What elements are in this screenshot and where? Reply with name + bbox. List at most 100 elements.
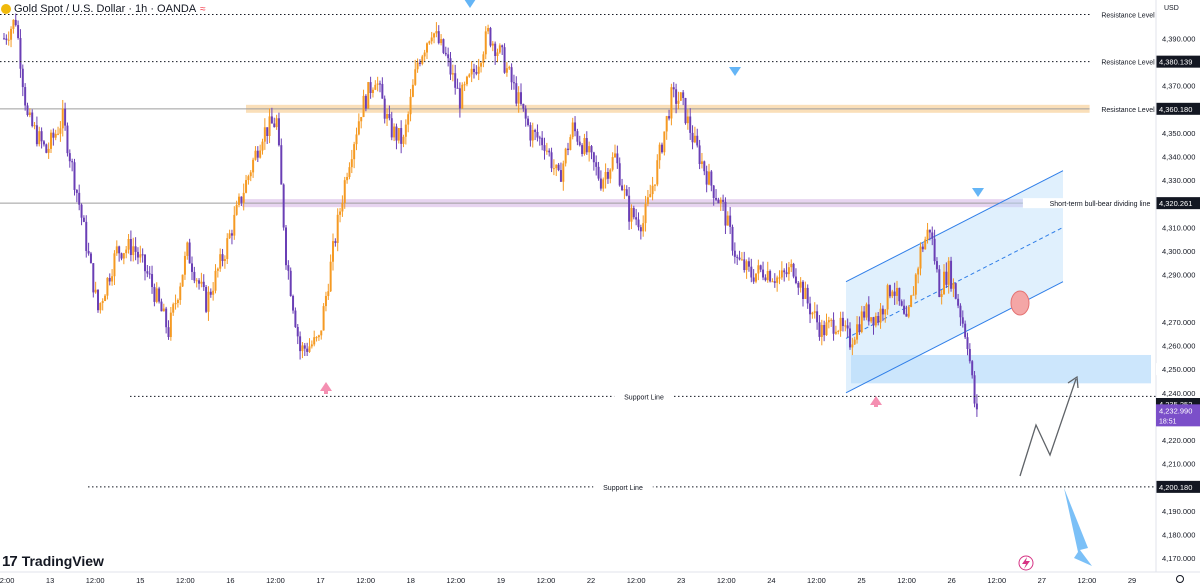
candle xyxy=(332,233,334,271)
candle xyxy=(280,138,283,185)
gold-coin-icon xyxy=(1,4,11,14)
candle-body xyxy=(202,281,205,288)
time-tick-label: 12:00 xyxy=(1078,576,1097,585)
candle-body xyxy=(329,261,332,292)
candle xyxy=(407,111,410,133)
candle xyxy=(496,48,499,63)
candle-body xyxy=(931,232,934,239)
candle-body xyxy=(223,259,226,262)
candle xyxy=(87,242,90,256)
candle-body xyxy=(691,132,694,143)
time-tick-label: 12:00 xyxy=(807,576,826,585)
candle-body xyxy=(809,303,812,315)
candle xyxy=(202,274,205,291)
candle-body xyxy=(886,285,889,310)
candle-body xyxy=(324,295,327,307)
candle xyxy=(233,206,236,240)
candle-body xyxy=(733,250,736,257)
levels-layer: Resistance Level Resistance Level 4,380.13… xyxy=(0,9,1200,493)
candle xyxy=(80,203,83,226)
candle xyxy=(968,343,971,364)
candle-body xyxy=(193,271,196,281)
candle xyxy=(917,266,920,284)
candle xyxy=(644,195,647,232)
candle xyxy=(423,49,426,62)
candle-body xyxy=(132,246,135,256)
level-label-bg xyxy=(1022,198,1178,209)
candle-body xyxy=(7,39,10,41)
candle xyxy=(823,320,826,342)
candle xyxy=(315,336,318,342)
candle-body xyxy=(195,280,198,282)
candle xyxy=(799,277,802,293)
candle xyxy=(334,238,337,247)
candle-body xyxy=(468,74,471,77)
candle-body xyxy=(437,31,440,44)
tradingview-logo-icon: 17 xyxy=(2,552,18,570)
arrow-down-icon xyxy=(464,0,476,8)
projected-path-line xyxy=(1019,378,1077,477)
candle-body xyxy=(719,199,722,204)
candle-body xyxy=(682,92,685,98)
candle xyxy=(646,189,649,207)
candle-body xyxy=(921,246,924,250)
candle xyxy=(482,51,485,68)
candle-body xyxy=(717,199,720,204)
candle xyxy=(569,134,572,151)
candle-body xyxy=(470,68,473,75)
tradingview-brand[interactable]: 17 TradingView xyxy=(2,552,104,570)
candle-body xyxy=(832,319,835,334)
candle-body xyxy=(874,316,877,326)
candle-body xyxy=(891,291,894,297)
candle-body xyxy=(780,270,783,278)
candle xyxy=(628,186,631,230)
candle-body xyxy=(896,287,898,296)
candle-body xyxy=(630,207,633,222)
candle xyxy=(837,329,840,335)
candle xyxy=(33,121,36,130)
candle-body xyxy=(910,295,913,307)
candle xyxy=(306,342,309,356)
channel-upper-line xyxy=(845,170,1064,283)
time-tick-label: 27 xyxy=(1038,576,1046,585)
candle xyxy=(104,294,107,302)
candle xyxy=(259,144,262,159)
candle xyxy=(50,129,52,154)
symbol-title[interactable]: Gold Spot / U.S. Dollar · 1h · OANDA xyxy=(14,3,197,15)
candle-body xyxy=(383,98,386,119)
candle-body xyxy=(111,276,114,282)
candles-layer xyxy=(3,13,978,417)
candle-body xyxy=(675,89,678,104)
candle xyxy=(324,291,327,312)
candle xyxy=(26,102,29,117)
candle xyxy=(675,83,678,114)
candle xyxy=(397,128,400,144)
candle-body xyxy=(898,287,901,302)
countdown-text: 18:51 xyxy=(1159,418,1177,425)
candle xyxy=(592,151,595,171)
candle xyxy=(595,155,598,176)
candle-body xyxy=(950,260,953,289)
candle-body xyxy=(550,152,553,169)
candle xyxy=(726,211,729,226)
candle-body xyxy=(280,145,283,185)
candle xyxy=(484,26,487,60)
candle-body xyxy=(738,257,741,260)
candle-body xyxy=(623,189,626,191)
candle xyxy=(738,250,741,261)
candle-body xyxy=(477,66,480,74)
price-tick-label: 4,180.000 xyxy=(1162,531,1195,540)
candle-body xyxy=(618,163,621,186)
candle xyxy=(954,282,957,300)
candle-body xyxy=(125,249,128,254)
candle xyxy=(17,20,20,40)
candle xyxy=(92,262,95,298)
candle-body xyxy=(482,54,485,64)
level-label: Resistance Level xyxy=(1101,60,1155,67)
candle-body xyxy=(841,317,844,327)
candle-body xyxy=(456,87,459,89)
candle xyxy=(120,252,123,261)
candle-body xyxy=(299,336,302,352)
candle-body xyxy=(315,337,318,339)
